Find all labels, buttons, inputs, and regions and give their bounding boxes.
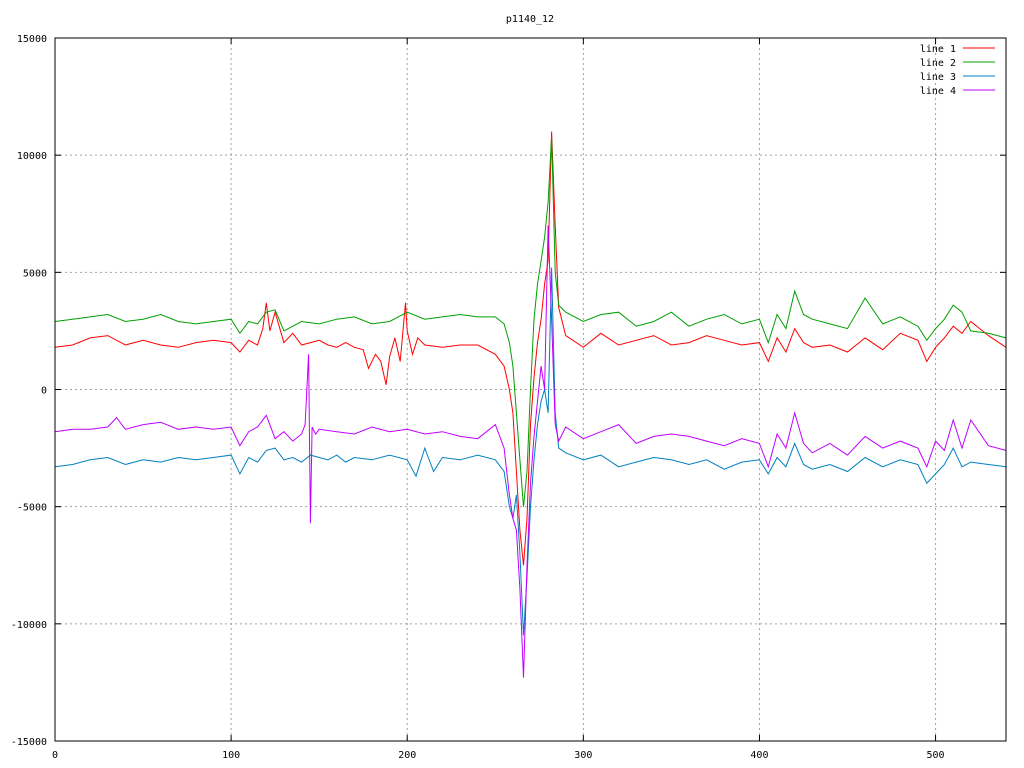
y-tick-label: 10000 — [17, 151, 47, 162]
legend-label: line 2 — [920, 58, 956, 69]
series-line-2 — [54, 136, 1007, 507]
plot-frame — [54, 37, 1007, 742]
x-tick-label: 0 — [52, 750, 58, 761]
legend-label: line 1 — [920, 44, 956, 55]
axis-ticks: 0 100 200 300 400 500 -15000 -10000 -5000 0 5000 10… — [11, 34, 1006, 761]
x-tick-label: 500 — [927, 750, 945, 761]
legend-label: line 3 — [920, 72, 956, 83]
series-line-1 — [54, 131, 1007, 566]
y-tick-label: -5000 — [17, 503, 47, 514]
y-tick-label: 5000 — [23, 268, 47, 279]
y-tick-label: 0 — [41, 386, 47, 397]
legend-label: line 4 — [920, 86, 956, 97]
series-line-4 — [54, 225, 1007, 678]
y-tick-label: -10000 — [11, 620, 47, 631]
x-tick-label: 200 — [398, 750, 416, 761]
chart-title: p1140_12 — [506, 14, 554, 25]
x-tick-label: 300 — [574, 750, 592, 761]
y-tick-label: -15000 — [11, 737, 47, 748]
y-tick-label: 15000 — [17, 34, 47, 45]
legend: line 1 line 2 line 3 line 4 — [920, 44, 995, 97]
x-tick-label: 400 — [750, 750, 768, 761]
x-tick-label: 100 — [222, 750, 240, 761]
series-lines — [54, 131, 1007, 678]
series-line-3 — [54, 267, 1007, 636]
